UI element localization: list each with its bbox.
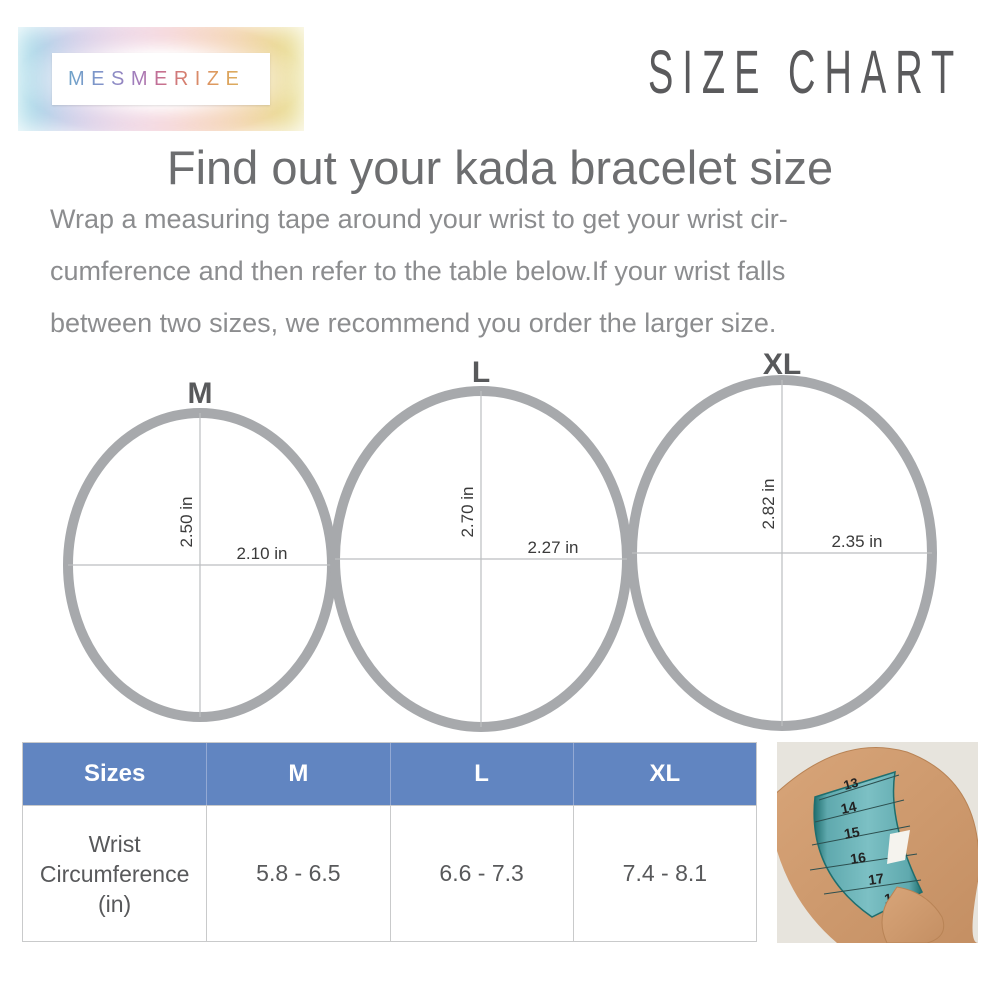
svg-text:16: 16 [849, 849, 867, 867]
svg-text:2.82 in: 2.82 in [759, 478, 778, 529]
svg-text:L: L [472, 356, 490, 389]
svg-text:2.35 in: 2.35 in [831, 532, 882, 551]
svg-text:17: 17 [867, 870, 885, 888]
svg-text:XL: XL [763, 348, 801, 381]
svg-text:2.27 in: 2.27 in [527, 538, 578, 557]
svg-text:2.70 in: 2.70 in [458, 486, 477, 537]
svg-text:15: 15 [843, 823, 861, 841]
svg-text:2.10 in: 2.10 in [236, 544, 287, 563]
svg-text:M: M [188, 377, 213, 410]
svg-text:2.50 in: 2.50 in [177, 496, 196, 547]
